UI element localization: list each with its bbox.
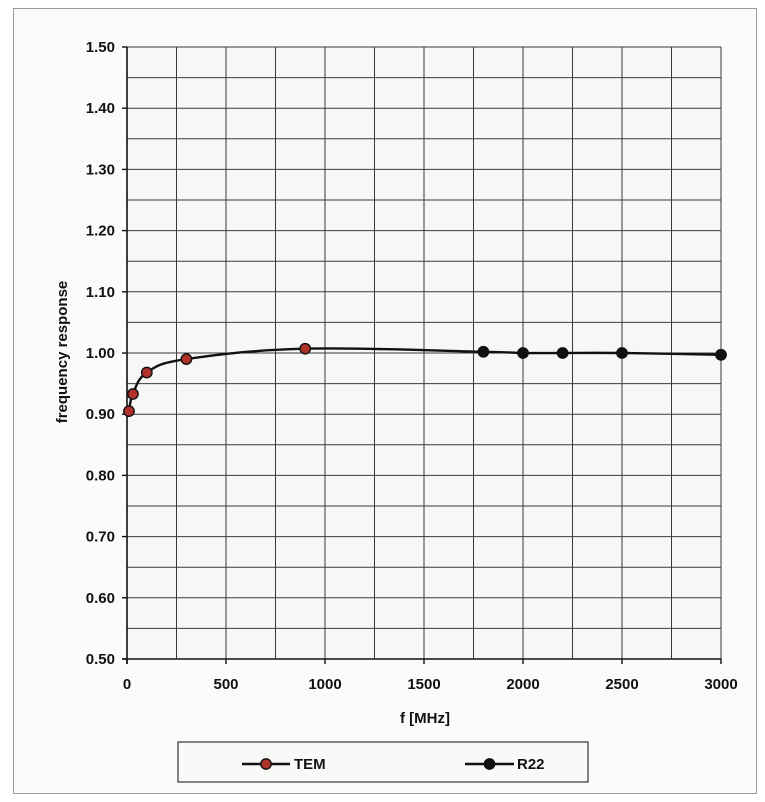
tem-data-point [123, 405, 135, 418]
y-tick-label: 1.10 [86, 284, 115, 301]
y-tick-label: 1.20 [86, 223, 115, 240]
series-curve [127, 347, 722, 412]
x-tick-label: 3000 [704, 676, 737, 693]
y-tick-label: 0.70 [86, 529, 115, 546]
legend-tem-label: TEM [294, 756, 326, 773]
y-tick-label: 1.40 [86, 100, 115, 117]
y-tick-label: 0.90 [86, 406, 115, 423]
y-tick-label: 1.50 [86, 39, 115, 56]
x-tick-label: 0 [123, 676, 131, 693]
r22-data-point [616, 347, 628, 359]
tem-data-point [140, 366, 153, 379]
y-axis-title: frequency response [54, 281, 71, 424]
x-tick-label: 2500 [605, 676, 638, 693]
frequency-response-line [127, 347, 722, 412]
tem-data-point [299, 342, 312, 355]
y-tick-label: 0.80 [86, 467, 115, 484]
legend-box [177, 741, 589, 783]
tem-data-point [180, 353, 193, 366]
x-tick-label: 1000 [308, 676, 341, 693]
y-tick-label: 0.50 [86, 651, 115, 668]
r22-data-point [556, 347, 569, 359]
axes [122, 46, 722, 664]
r22-data-point [517, 347, 529, 359]
y-tick-label: 0.60 [86, 590, 115, 607]
x-tick-labels: 0 500 1000 1500 2000 2500 3000 [123, 676, 738, 693]
y-tick-labels: 0.50 0.60 0.70 0.80 0.90 1.00 1.10 1.20 1.30 1.40… [86, 39, 115, 668]
x-tick-label: 500 [213, 676, 238, 693]
legend-tem-marker [260, 758, 272, 770]
tem-data-point [127, 388, 139, 400]
y-tick-label: 1.00 [86, 345, 115, 362]
legend-r22-label: R22 [517, 756, 545, 773]
x-tick-label: 1500 [407, 676, 440, 693]
legend: TEM R22 [177, 741, 589, 783]
legend-r22-marker [483, 758, 496, 770]
x-axis-title: f [MHz] [400, 710, 450, 727]
data-markers [123, 342, 727, 418]
y-tick-label: 1.30 [86, 161, 115, 178]
x-tick-label: 2000 [506, 676, 539, 693]
r22-data-point [477, 345, 490, 358]
r22-data-point [715, 348, 727, 361]
